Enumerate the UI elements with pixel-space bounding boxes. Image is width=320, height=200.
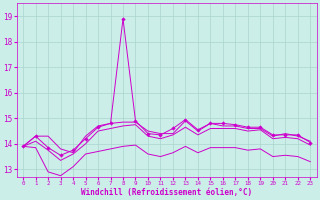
X-axis label: Windchill (Refroidissement éolien,°C): Windchill (Refroidissement éolien,°C)	[81, 188, 252, 197]
